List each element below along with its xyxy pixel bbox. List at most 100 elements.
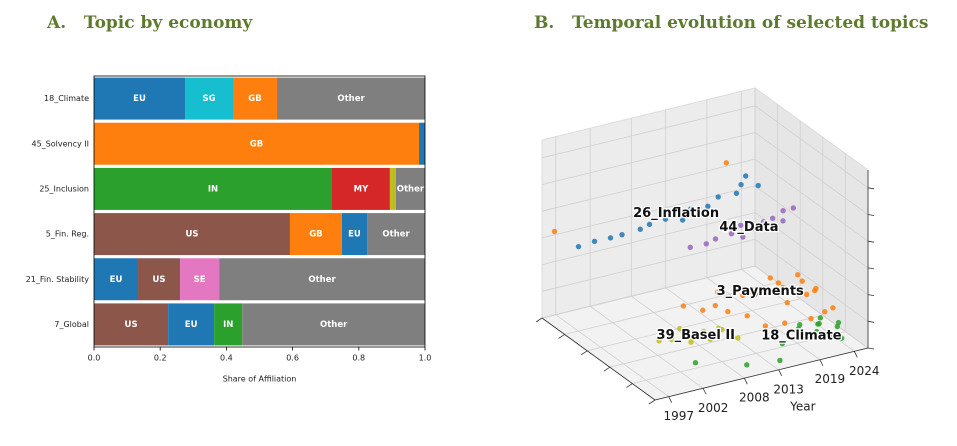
- point: [679, 217, 686, 223]
- category-label: 25_Inclusion: [39, 184, 89, 193]
- point: [712, 302, 719, 309]
- point: [664, 332, 670, 338]
- grid-line: [631, 295, 745, 379]
- grid-line: [564, 282, 778, 335]
- segment-label: EU: [348, 230, 361, 240]
- bar-segment: [219, 258, 425, 301]
- point: [826, 333, 832, 339]
- category-label: 7_Global: [54, 320, 89, 329]
- grid-line: [754, 185, 869, 269]
- point: [816, 320, 822, 327]
- point: [790, 205, 797, 211]
- point: [767, 275, 773, 281]
- segment-label: GB: [248, 94, 261, 104]
- grid-line: [754, 132, 869, 215]
- point: [646, 221, 653, 228]
- point: [770, 215, 776, 221]
- x-tick: [668, 396, 673, 403]
- bar-segment: [138, 258, 181, 301]
- x-tick: [743, 378, 748, 385]
- point: [662, 216, 669, 222]
- point: [591, 238, 598, 245]
- x-tick-label: 0.6: [286, 354, 299, 363]
- grid-line: [706, 277, 821, 361]
- point: [749, 286, 755, 292]
- bar-segment: [94, 77, 186, 120]
- x-tick-label: 2008: [739, 391, 770, 405]
- bar-segment: [389, 167, 396, 210]
- z-tick: [867, 214, 875, 216]
- x-tick-label: 2024: [849, 364, 880, 378]
- point: [715, 194, 721, 200]
- point: [772, 288, 778, 295]
- segment-label: EU: [185, 320, 198, 330]
- point: [813, 285, 819, 292]
- segment-label: MY: [354, 184, 369, 194]
- point: [795, 272, 801, 278]
- point: [839, 335, 845, 341]
- point: [775, 280, 782, 286]
- x-tick-label: 0.0: [88, 354, 101, 363]
- x-tick-label: 2019: [815, 372, 846, 386]
- x-tick: [778, 369, 783, 376]
- point: [762, 323, 769, 329]
- point: [715, 289, 721, 295]
- bar-segment: [94, 303, 169, 346]
- x-tick-label: 0.2: [154, 354, 167, 363]
- segment-label: IN: [223, 320, 233, 330]
- segment-label: US: [185, 230, 198, 240]
- grid-line: [754, 265, 869, 349]
- point: [744, 313, 750, 319]
- point: [830, 305, 836, 311]
- point: [817, 315, 824, 321]
- cluster-label: 39_Basel II: [657, 328, 735, 343]
- grid-line: [541, 265, 756, 319]
- x-tick: [819, 359, 824, 366]
- x-tick-label: 1997: [663, 409, 694, 423]
- z-tick: [867, 240, 875, 243]
- point: [712, 236, 719, 242]
- segment-label: Other: [337, 94, 365, 104]
- point: [703, 241, 709, 247]
- point: [723, 160, 729, 166]
- point: [808, 315, 814, 322]
- segment-label: US: [153, 275, 166, 285]
- segment-label: SE: [194, 275, 206, 285]
- bar-segment: [185, 77, 234, 120]
- grid-line: [587, 298, 801, 352]
- z-tick: [867, 347, 875, 350]
- point: [780, 218, 786, 224]
- point: [782, 320, 788, 326]
- point: [755, 182, 761, 189]
- category-label: 18_Climate: [44, 94, 89, 103]
- point: [551, 228, 558, 235]
- point: [779, 340, 786, 347]
- bar-segment: [277, 77, 425, 120]
- grid-line: [741, 269, 855, 352]
- plot-frame: [93, 75, 426, 348]
- grid-line: [754, 212, 869, 295]
- point: [687, 244, 693, 251]
- point: [799, 278, 805, 284]
- bar-segment: [341, 213, 368, 256]
- point: [607, 235, 614, 241]
- grid-line: [589, 305, 704, 389]
- bar-segment: [419, 122, 425, 165]
- point: [835, 319, 842, 326]
- bar-segment: [94, 167, 332, 210]
- x-tick-label: 1.0: [419, 354, 432, 363]
- grid-line: [754, 238, 869, 322]
- x-axis-label: Share of Affiliation: [223, 375, 297, 384]
- segment-label: SG: [202, 94, 215, 104]
- point: [760, 219, 767, 225]
- category-label: 21_Fin. Stability: [26, 275, 90, 284]
- point: [692, 360, 699, 366]
- x-axis: [654, 347, 869, 401]
- point: [668, 336, 675, 343]
- point: [719, 326, 725, 333]
- segment-label: GB: [309, 230, 322, 240]
- point: [680, 303, 687, 309]
- category-label: 45_Solvency II: [32, 139, 90, 148]
- cluster-label: 3_Payments: [717, 284, 804, 299]
